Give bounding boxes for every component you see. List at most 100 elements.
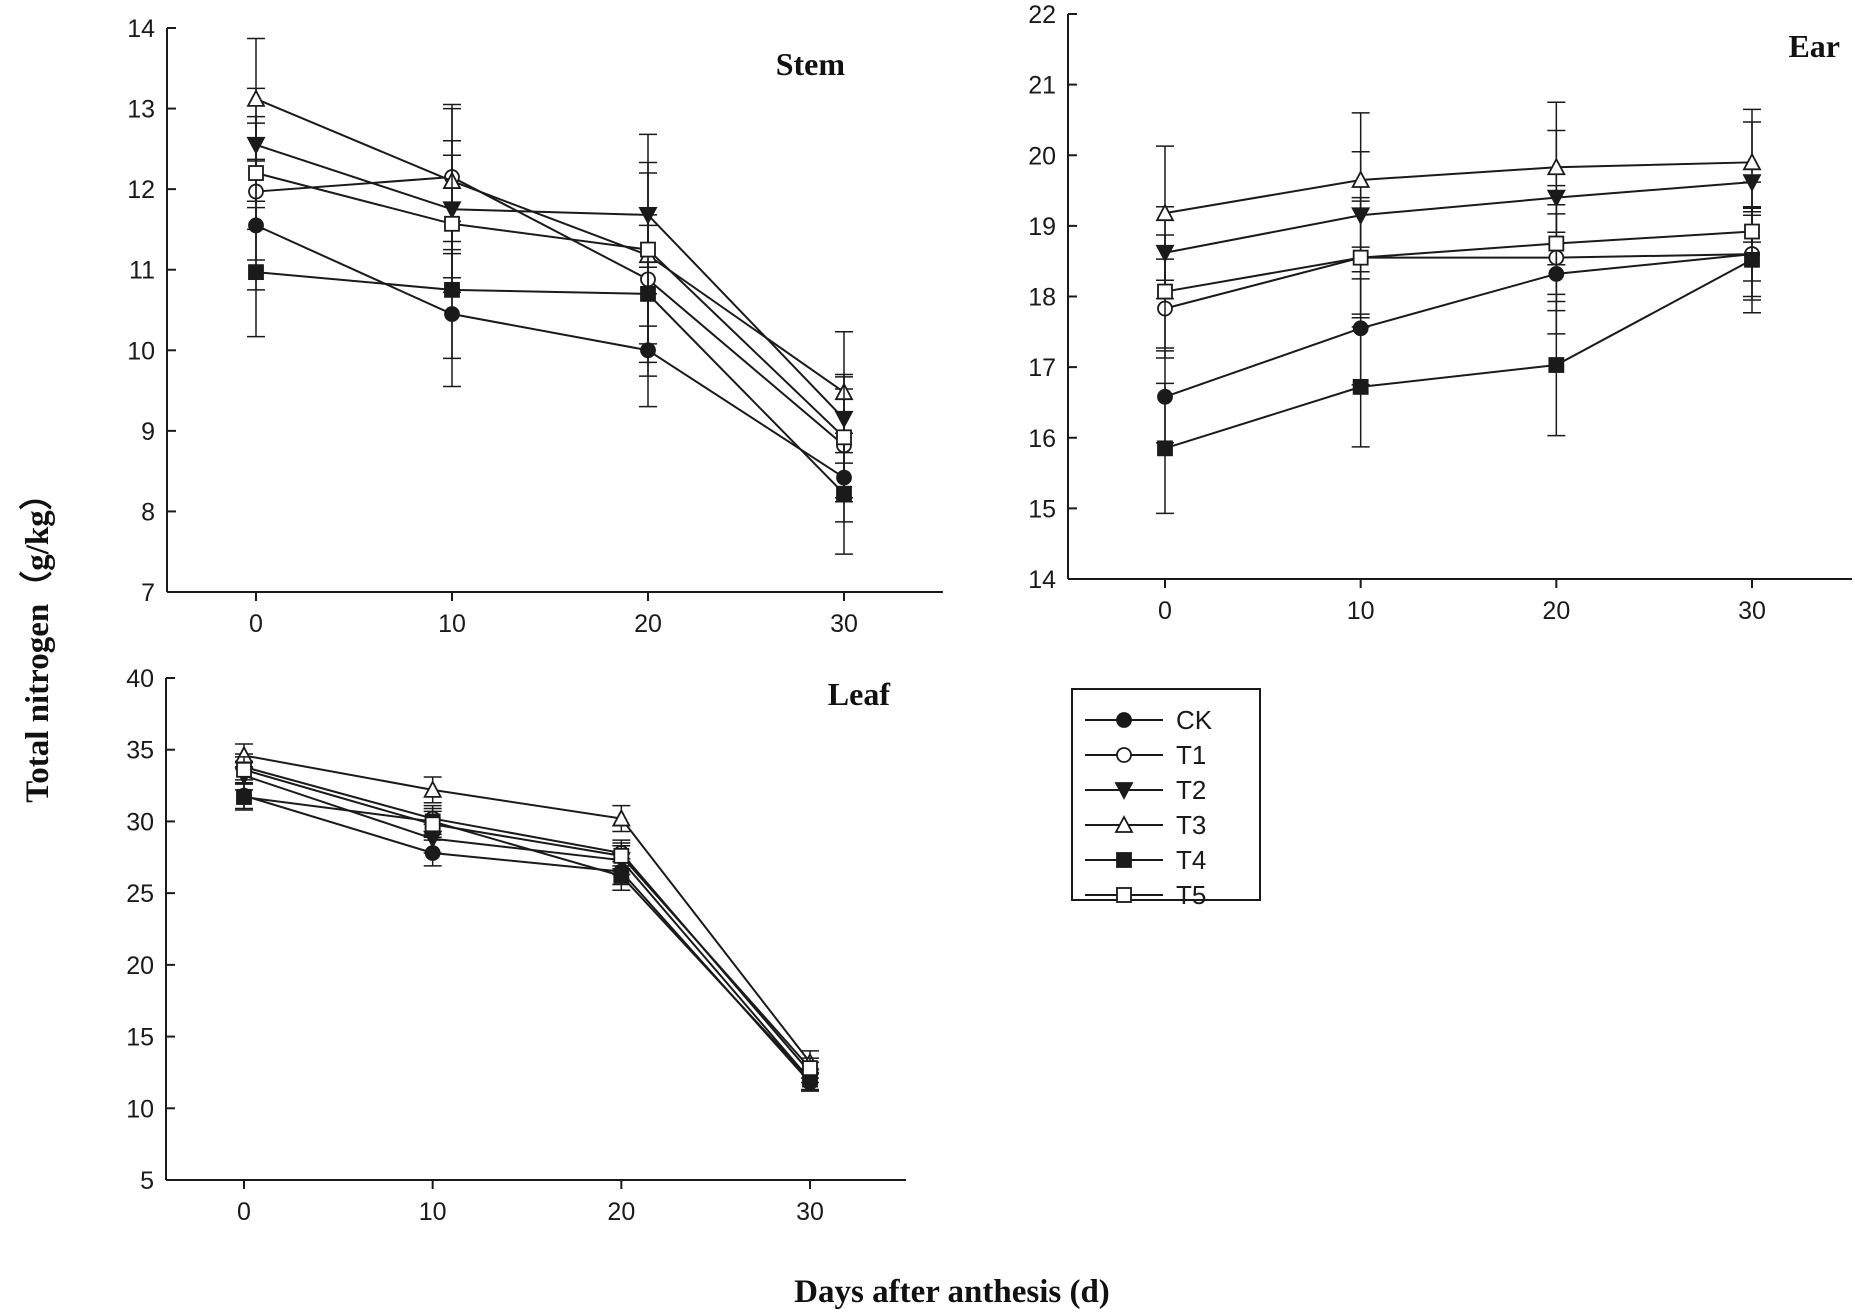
- data-point: [802, 1060, 818, 1077]
- y-tick-label: 17: [1028, 354, 1056, 382]
- data-point: [444, 215, 460, 232]
- series-line: [243, 796, 811, 1081]
- legend-marker: [1114, 782, 1134, 800]
- y-tick-label: 14: [127, 15, 155, 43]
- stem-panel: 7 8 9 10 11 12 13 14 0 10 20 30 Stem: [127, 15, 943, 638]
- legend-marker: [1116, 712, 1132, 728]
- data-point: [1155, 203, 1175, 222]
- data-point: [1548, 235, 1565, 252]
- legend-entry-t2: T2: [1085, 775, 1206, 805]
- x-tick-label: 10: [419, 1198, 447, 1226]
- y-tick-label: 18: [1028, 284, 1056, 312]
- panel-title: Leaf: [828, 676, 891, 712]
- legend-label: T3: [1176, 810, 1206, 840]
- data-point: [640, 241, 656, 258]
- y-tick-label: 19: [1028, 213, 1056, 241]
- series-t5: [1156, 181, 1761, 349]
- data-point: [236, 761, 252, 778]
- series-line: [255, 271, 845, 495]
- x-tick-label: 20: [607, 1198, 635, 1226]
- series-ck: [247, 160, 853, 523]
- data-point: [236, 789, 252, 805]
- x-tick-label: 20: [634, 610, 662, 638]
- legend-marker: [1114, 815, 1134, 833]
- legend-label: T5: [1176, 880, 1206, 910]
- data-point: [1742, 152, 1762, 171]
- legend-marker: [1116, 852, 1132, 868]
- series-line: [255, 176, 845, 447]
- panel-title: Stem: [776, 46, 846, 82]
- series-line: [255, 224, 845, 479]
- y-tick-label: 22: [1028, 1, 1056, 29]
- series-line: [1164, 230, 1753, 293]
- series-line: [1164, 161, 1753, 215]
- x-tick-label: 30: [796, 1198, 824, 1226]
- data-point: [1157, 440, 1173, 457]
- y-tick-label: 9: [141, 418, 155, 446]
- x-tick-label: 0: [1158, 597, 1172, 625]
- y-tick-label: 5: [140, 1167, 154, 1195]
- x-axis-title: Days after anthesis (d): [794, 1274, 1110, 1310]
- y-tick-label: 16: [1028, 425, 1056, 453]
- data-point: [248, 264, 264, 281]
- y-tick-label: 20: [126, 952, 154, 980]
- data-point: [1157, 283, 1173, 300]
- series-line: [1164, 258, 1753, 450]
- data-point: [1546, 157, 1566, 176]
- legend: CK T1 T2 T3 T4 T5: [1071, 688, 1261, 910]
- data-point: [424, 816, 441, 833]
- y-tick-label: 30: [126, 808, 154, 836]
- leaf-panel: 5 10 15 20 25 30 35 40 0 10 20 30 Leaf: [126, 665, 906, 1226]
- series-line: [1164, 253, 1753, 398]
- data-point: [1548, 357, 1565, 373]
- data-point: [248, 165, 264, 181]
- series-t4: [1156, 206, 1761, 515]
- legend-label: T2: [1176, 775, 1206, 805]
- series-t5: [235, 756, 819, 1079]
- y-tick-label: 35: [126, 737, 154, 765]
- data-point: [1351, 170, 1371, 188]
- series-line: [255, 143, 845, 420]
- x-tick-label: 30: [830, 610, 858, 638]
- series-t3: [1155, 101, 1762, 282]
- y-tick-label: 12: [127, 176, 155, 204]
- series-line: [243, 754, 811, 1064]
- legend-entry-t5: T5: [1085, 880, 1206, 910]
- data-point: [1352, 249, 1369, 266]
- legend-entry-t4: T4: [1085, 845, 1206, 875]
- data-point: [1744, 223, 1760, 240]
- y-tick-label: 40: [126, 665, 154, 693]
- y-tick-label: 25: [126, 880, 154, 908]
- y-axis-title: Total nitrogen（g/kg）: [19, 477, 56, 802]
- data-point: [423, 779, 443, 798]
- data-point: [613, 868, 630, 884]
- y-tick-label: 10: [127, 337, 155, 365]
- legend-label: T1: [1176, 740, 1206, 770]
- x-tick-label: 30: [1738, 597, 1766, 625]
- y-tick-label: 10: [126, 1095, 154, 1123]
- legend-marker: [1116, 747, 1132, 763]
- x-tick-label: 0: [237, 1198, 251, 1226]
- series-t3: [234, 743, 820, 1075]
- legend-entry-ck: CK: [1085, 705, 1213, 735]
- y-tick-label: 20: [1028, 142, 1056, 170]
- y-tick-label: 21: [1028, 72, 1056, 100]
- legend-label: CK: [1176, 705, 1213, 735]
- legend-entry-t1: T1: [1085, 740, 1206, 770]
- x-tick-label: 0: [249, 610, 263, 638]
- x-tick-label: 10: [1347, 597, 1375, 625]
- ear-panel: 14 15 16 17 18 19 20 21 22 0 10 20 30 Ear: [1028, 1, 1852, 625]
- data-point: [611, 808, 631, 827]
- legend-box: [1071, 688, 1261, 901]
- legend-entry-t3: T3: [1085, 810, 1206, 840]
- series-line: [243, 768, 811, 1069]
- data-point: [613, 847, 630, 864]
- data-point: [1352, 378, 1369, 395]
- data-point: [836, 429, 852, 446]
- y-tick-label: 7: [141, 579, 155, 607]
- legend-label: T4: [1176, 845, 1206, 875]
- x-tick-label: 20: [1542, 597, 1570, 625]
- series-t5: [247, 115, 853, 499]
